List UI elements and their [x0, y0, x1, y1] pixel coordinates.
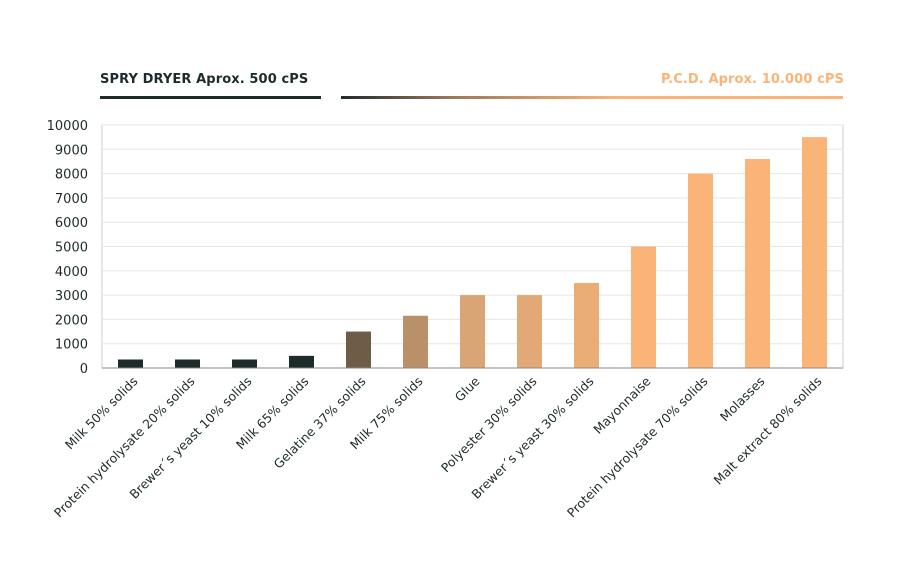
bar [688, 173, 713, 368]
bar [745, 159, 770, 368]
y-tick-label: 1000 [55, 338, 88, 353]
y-tick-label: 3000 [55, 289, 88, 304]
y-tick-label: 6000 [55, 216, 88, 231]
y-tick-label: 7000 [55, 192, 88, 207]
x-tick-label: Brewer´s yeast 30% solids [468, 374, 596, 502]
bar [631, 246, 656, 368]
y-axis: 0 1000 2000 3000 4000 5000 6000 7000 8000 9000 100… [47, 119, 88, 377]
y-tick-label: 8000 [55, 168, 88, 183]
bar [232, 359, 257, 368]
legend-label-spray-dryer: SPRY DRYER Aprox. 500 cPS [100, 72, 309, 87]
bar [574, 282, 599, 368]
bar [118, 359, 143, 368]
y-tick-label: 2000 [55, 313, 88, 328]
y-tick-label: 4000 [55, 265, 88, 280]
bar [802, 137, 827, 368]
bar [460, 295, 485, 368]
x-tick-label: Molasses [717, 374, 768, 425]
legend-line-pcd [341, 96, 843, 99]
y-tick-label: 10000 [47, 119, 88, 134]
legend-label-pcd: P.C.D. Aprox. 10.000 cPS [660, 72, 844, 87]
x-tick-label: Mayonnaise [590, 373, 654, 437]
bar [175, 359, 200, 368]
bar [403, 315, 428, 368]
x-tick-label: Brewer´s yeast 10% solids [126, 374, 254, 502]
bar [289, 355, 314, 368]
y-tick-label: 0 [80, 362, 88, 377]
legend-line-spray-dryer [100, 96, 321, 99]
bars [118, 137, 827, 368]
x-tick-label: Glue [452, 373, 483, 404]
bar [346, 331, 371, 368]
bar [517, 295, 542, 368]
x-tick-label: Malt extract 80% solids [710, 374, 824, 488]
x-tick-label: Polyester 30% solids [438, 374, 540, 476]
y-tick-label: 9000 [55, 143, 88, 158]
y-tick-label: 5000 [55, 241, 88, 256]
